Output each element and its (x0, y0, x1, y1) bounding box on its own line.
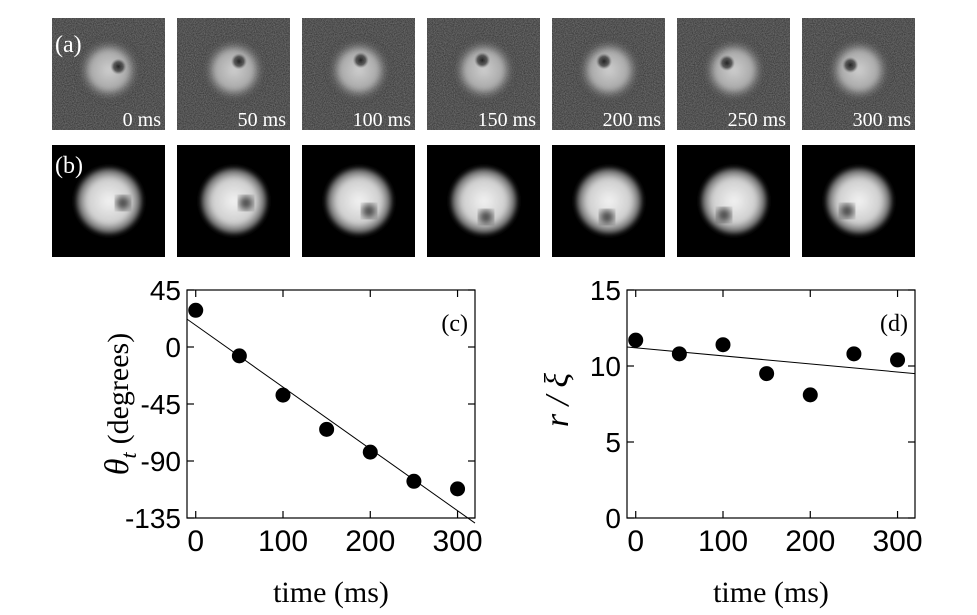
frame-time-label: 100 ms (353, 109, 412, 131)
condensate-blob (573, 165, 645, 237)
condensate-blob (198, 165, 270, 237)
panel-b-label: (b) (55, 153, 83, 179)
frame-noise-overlay (552, 18, 665, 130)
chart-d-ticks: 0 100 200 300 15 10 5 0 (590, 275, 923, 558)
vortex-core (717, 208, 731, 222)
frame-noise-overlay (177, 18, 290, 130)
panel-b-frame (302, 145, 415, 257)
data-point (759, 366, 775, 382)
data-point (319, 421, 335, 437)
condensate-blob (323, 165, 395, 237)
panel-b-frame (677, 145, 790, 257)
panel-a-label: (a) (55, 32, 82, 58)
panel-a-frames: 0 ms 50 ms 100 ms 150 ms 200 ms 250 ms 300 ms (52, 18, 915, 131)
panel-a-frame: 200 ms (552, 18, 665, 131)
chart-d-frame (626, 289, 916, 519)
chart-c-points (188, 302, 466, 497)
x-tick-label: 0 (187, 525, 204, 558)
chart-d-points (628, 332, 906, 403)
panel-b-frame (552, 145, 665, 257)
frame-time-label: 300 ms (853, 109, 912, 131)
vortex-core (116, 196, 130, 210)
vortex-core (362, 204, 376, 218)
frame-noise-overlay (427, 18, 540, 130)
y-tick-label: 0 (165, 332, 181, 363)
frame-time-label: 0 ms (123, 109, 162, 131)
panel-b-frame (427, 145, 540, 257)
frame-time-label: 50 ms (238, 109, 287, 131)
vortex-core (600, 210, 614, 224)
panel-a-frame: 250 ms (677, 18, 790, 131)
data-point (406, 473, 422, 489)
y-tick-label: 15 (590, 275, 621, 306)
chart-d-xlabel: time (ms) (713, 576, 829, 609)
chart-c-ylabel-symbol: θ (99, 459, 136, 476)
panel-a-frame: 100 ms (302, 18, 415, 131)
condensate-blob (448, 165, 520, 237)
data-point (450, 481, 466, 497)
panel-b: (b) (52, 145, 915, 257)
data-point (846, 346, 862, 362)
chart-c-frame (186, 289, 476, 519)
panel-a-frame: 0 ms (52, 18, 165, 131)
vortex-core (479, 210, 493, 224)
y-tick-label: 0 (605, 503, 621, 534)
chart-c-xlabel: time (ms) (273, 576, 389, 609)
frame-noise-overlay (302, 18, 415, 130)
frame-noise-overlay (677, 18, 790, 130)
frame-noise-overlay (802, 18, 915, 130)
fit-line (186, 318, 476, 524)
panel-a-frame: 300 ms (802, 18, 915, 131)
chart-d-panel-label: (d) (880, 311, 908, 337)
panel-b-frame (177, 145, 290, 257)
chart-c-panel-label: (c) (441, 311, 468, 337)
data-point (275, 387, 291, 403)
data-point (188, 302, 204, 318)
chart-c-fit-line (186, 318, 476, 524)
y-tick-label: -90 (141, 446, 181, 477)
y-tick-label: 5 (605, 427, 621, 458)
frame-time-label: 200 ms (603, 109, 662, 131)
condensate-blob (823, 165, 895, 237)
data-point (671, 346, 687, 362)
y-tick-label: -45 (141, 389, 181, 420)
condensate-blob (698, 165, 770, 237)
panel-a-frame: 150 ms (427, 18, 540, 131)
chart-c-ylabel-subscript: t (116, 452, 141, 459)
x-tick-label: 100 (258, 525, 308, 558)
data-point (362, 444, 378, 460)
chart-c: 0 100 200 300 45 0 -45 -90 -135 (c) time (ms) θt… (99, 275, 483, 609)
panel-b-frames (52, 145, 915, 257)
condensate-blob (73, 165, 145, 237)
panel-b-frame (802, 145, 915, 257)
y-tick-label: 10 (590, 351, 621, 382)
x-tick-label: 200 (345, 525, 395, 558)
x-tick-label: 300 (873, 525, 923, 558)
y-tick-label: -135 (125, 503, 181, 534)
chart-c-ticks: 0 100 200 300 45 0 -45 -90 -135 (125, 275, 483, 558)
vortex-core (840, 204, 854, 218)
x-tick-label: 0 (627, 525, 644, 558)
data-point (715, 337, 731, 353)
data-point (231, 348, 247, 364)
data-point (890, 352, 906, 368)
frame-time-label: 150 ms (478, 109, 537, 131)
y-tick-label: 45 (150, 275, 181, 306)
x-tick-label: 200 (785, 525, 835, 558)
x-tick-label: 100 (698, 525, 748, 558)
data-point (628, 332, 644, 348)
chart-c-ylabel: θt (degrees) (99, 333, 141, 475)
data-point (802, 387, 818, 403)
vortex-core (239, 196, 253, 210)
panel-a: 0 ms 50 ms 100 ms 150 ms 200 ms 250 ms 300 ms … (52, 18, 915, 131)
frame-time-label: 250 ms (728, 109, 787, 131)
x-tick-label: 300 (433, 525, 483, 558)
frame-noise-overlay (52, 18, 165, 130)
chart-d-ylabel: r / ξ (539, 372, 576, 427)
panel-a-frame: 50 ms (177, 18, 290, 131)
chart-c-ylabel-text: (degrees) (102, 333, 135, 445)
panel-b-frame (52, 145, 165, 257)
chart-d: 0 100 200 300 15 10 5 0 (d) time (ms) r / ξ (539, 275, 923, 609)
